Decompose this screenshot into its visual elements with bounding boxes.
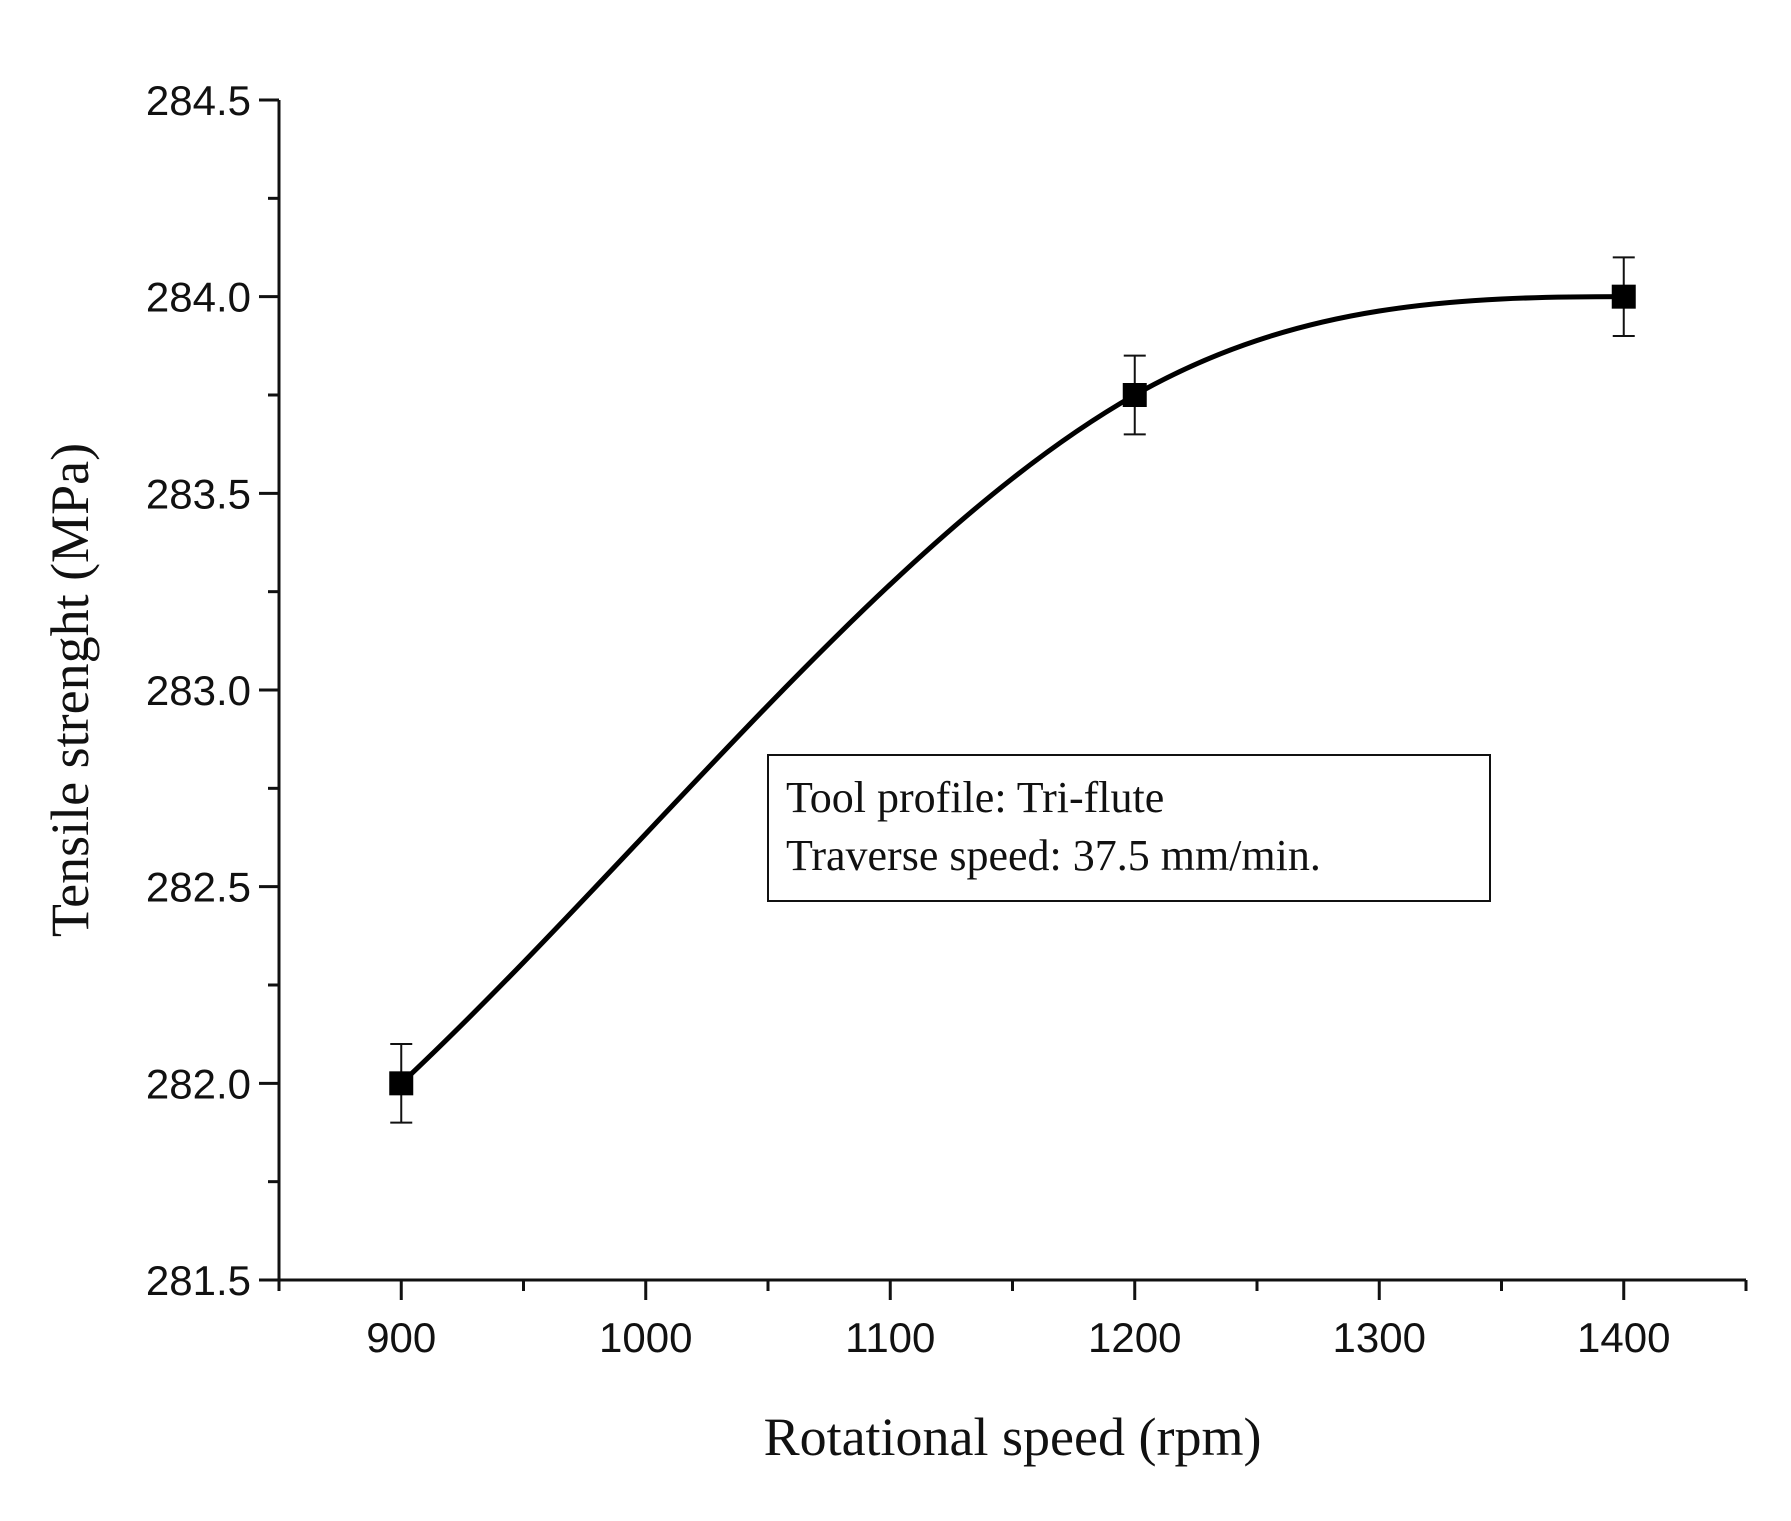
y-tick-label: 284.0 <box>146 274 251 321</box>
annotation-line: Tool profile: Tri-flute <box>786 773 1164 822</box>
data-point-marker <box>1611 284 1636 309</box>
annotation-line: Traverse speed: 37.5 mm/min. <box>786 831 1321 880</box>
x-tick-label: 900 <box>366 1314 436 1361</box>
y-tick-label: 281.5 <box>146 1257 251 1304</box>
y-tick-label: 283.5 <box>146 470 251 517</box>
x-tick-label: 1200 <box>1088 1314 1181 1361</box>
y-tick-label: 282.0 <box>146 1060 251 1107</box>
data-point-marker <box>1122 383 1147 407</box>
axes-layer <box>277 100 1746 1282</box>
series-line <box>399 294 1624 1086</box>
data-point-marker <box>389 1071 414 1096</box>
x-tick-label: 1400 <box>1577 1314 1670 1361</box>
x-tick-label: 1100 <box>845 1314 935 1361</box>
x-tick-label: 1300 <box>1333 1314 1426 1361</box>
ticks-layer: 281.5 282.0 282.5 283.0 283.5 284.0 284.5 900 10… <box>146 77 1748 1361</box>
annotation-frame <box>767 754 1491 902</box>
y-tick-label: 282.5 <box>146 864 251 911</box>
series-layer <box>389 256 1636 1124</box>
x-tick-label: 1000 <box>599 1314 692 1361</box>
annotation-box: Tool profile: Tri-flute Traverse speed: 3… <box>767 754 1491 902</box>
titles-layer: Rotational speed (rpm) Tensile strenght (… <box>40 443 1261 1467</box>
y-axis-title: Tensile strenght (MPa) <box>40 443 100 937</box>
y-tick-label: 283.0 <box>146 667 251 714</box>
x-axis-title: Rotational speed (rpm) <box>764 1407 1262 1467</box>
y-tick-label: 284.5 <box>146 77 251 124</box>
